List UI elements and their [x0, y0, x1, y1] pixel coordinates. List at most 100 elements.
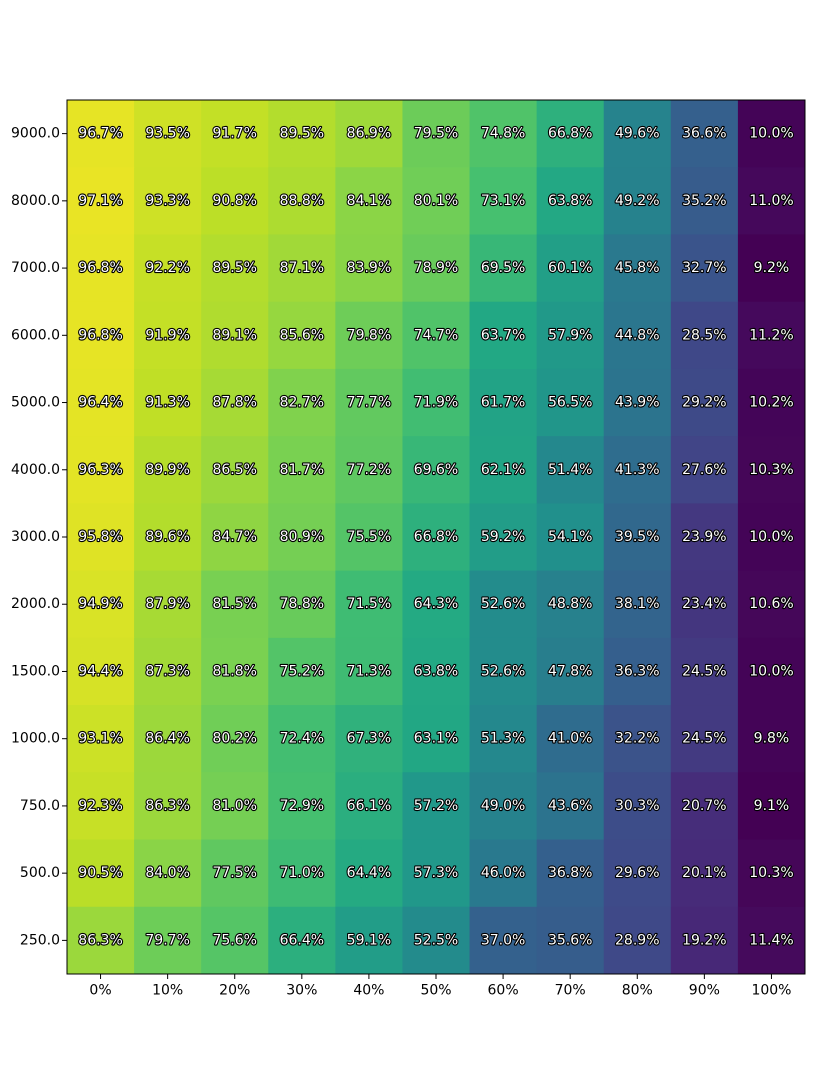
cell-value-label: 89.1% — [212, 327, 256, 343]
heatmap-cell — [67, 570, 135, 639]
cell-value-label: 93.1% — [78, 731, 122, 747]
heatmap-cell — [402, 301, 471, 370]
heatmap-cell — [134, 436, 202, 504]
heatmap-cell — [67, 436, 135, 504]
heatmap-cell — [335, 839, 403, 908]
heatmap-cell — [603, 570, 672, 639]
x-tick-label: 20% — [219, 983, 250, 999]
heatmap-cell — [737, 570, 806, 639]
cell-value-label: 24.5% — [682, 663, 726, 679]
cell-value-label: 80.9% — [280, 529, 324, 545]
heatmap-cell — [603, 100, 672, 168]
heatmap-cell — [402, 570, 471, 639]
cell-value-label: 93.3% — [145, 193, 189, 209]
y-tick-label: 500.0 — [20, 865, 60, 881]
cell-value-label: 86.3% — [145, 798, 189, 814]
heatmap-cell — [536, 772, 605, 841]
cell-value-label: 96.7% — [78, 126, 122, 142]
heatmap-cell — [268, 570, 336, 639]
heatmap-cell — [335, 100, 403, 168]
x-tick-label: 10% — [152, 983, 183, 999]
cell-value-label: 87.3% — [145, 663, 189, 679]
heatmap-cell — [402, 839, 471, 908]
cell-value-label: 49.2% — [615, 193, 659, 209]
heatmap-cell — [536, 234, 605, 303]
heatmap-cell — [268, 100, 336, 168]
cell-value-label: 89.5% — [280, 126, 324, 142]
heatmap-cell — [469, 839, 538, 908]
heatmap-cell — [268, 503, 336, 572]
heatmap-cell — [670, 503, 739, 572]
cell-value-label: 63.8% — [548, 193, 592, 209]
heatmap-cell — [670, 772, 739, 841]
heatmap-cell — [737, 100, 806, 168]
cell-value-label: 36.6% — [682, 126, 726, 142]
cell-value-label: 9.1% — [754, 798, 790, 814]
cell-value-label: 72.9% — [280, 798, 324, 814]
cell-value-label: 81.0% — [212, 798, 256, 814]
heatmap-cell — [402, 436, 471, 504]
x-tick-label: 90% — [689, 983, 720, 999]
cell-value-label: 83.9% — [347, 260, 391, 276]
cell-value-label: 66.8% — [548, 126, 592, 142]
y-tick-label: 1000.0 — [11, 731, 60, 747]
cell-value-label: 77.7% — [347, 395, 391, 411]
heatmap-cell — [201, 503, 269, 572]
y-tick-label: 250.0 — [20, 932, 60, 948]
cell-value-label: 61.7% — [481, 395, 525, 411]
cell-value-label: 94.4% — [78, 663, 122, 679]
cell-value-label: 89.6% — [145, 529, 189, 545]
heatmap-cell — [402, 167, 471, 235]
x-tick-label: 0% — [89, 983, 111, 999]
cell-value-label: 84.7% — [212, 529, 256, 545]
cell-value-label: 84.1% — [347, 193, 391, 209]
cell-value-label: 10.3% — [749, 865, 793, 881]
heatmap-cell — [670, 100, 739, 168]
cell-value-label: 71.9% — [414, 395, 458, 411]
cell-value-label: 89.9% — [145, 462, 189, 478]
heatmap-cell — [670, 705, 739, 773]
cell-value-label: 28.5% — [682, 327, 726, 343]
heatmap-cell — [670, 839, 739, 908]
cell-value-label: 90.5% — [78, 865, 122, 881]
cell-value-label: 71.3% — [347, 663, 391, 679]
cell-value-label: 60.1% — [548, 260, 592, 276]
heatmap-cell — [335, 368, 403, 437]
cell-value-label: 91.9% — [145, 327, 189, 343]
heatmap-cell — [737, 436, 806, 504]
cell-value-label: 96.3% — [78, 462, 122, 478]
cell-value-label: 66.4% — [280, 932, 324, 948]
cell-value-label: 79.5% — [414, 126, 458, 142]
y-tick-label: 5000.0 — [11, 395, 60, 411]
cell-value-label: 30.3% — [615, 798, 659, 814]
heatmap-cell — [67, 301, 135, 370]
heatmap-cell — [268, 705, 336, 773]
heatmap-cell — [335, 503, 403, 572]
cell-value-label: 10.0% — [749, 126, 793, 142]
heatmap-cell — [469, 637, 538, 706]
cell-value-label: 80.2% — [212, 731, 256, 747]
cell-value-label: 59.2% — [481, 529, 525, 545]
heatmap-cell — [737, 705, 806, 773]
heatmap-cell — [603, 301, 672, 370]
cell-value-label: 29.6% — [615, 865, 659, 881]
cell-value-label: 44.8% — [615, 327, 659, 343]
cell-value-label: 74.8% — [481, 126, 525, 142]
heatmap-cell — [469, 368, 538, 437]
heatmap-cell — [402, 906, 471, 975]
heatmap-cell — [201, 167, 269, 235]
heatmap-cell — [268, 772, 336, 841]
heatmap-cell — [201, 100, 269, 168]
y-tick-label: 750.0 — [20, 798, 60, 814]
cell-value-label: 52.6% — [481, 663, 525, 679]
heatmap-cell — [469, 100, 538, 168]
heatmap-cell — [67, 503, 135, 572]
cell-value-label: 86.4% — [145, 731, 189, 747]
cell-value-label: 48.8% — [548, 596, 592, 612]
heatmap-cell — [402, 234, 471, 303]
cell-value-label: 74.7% — [414, 327, 458, 343]
heatmap-cell — [335, 705, 403, 773]
cell-value-label: 87.1% — [280, 260, 324, 276]
heatmap-cell — [335, 772, 403, 841]
heatmap-cell — [536, 100, 605, 168]
